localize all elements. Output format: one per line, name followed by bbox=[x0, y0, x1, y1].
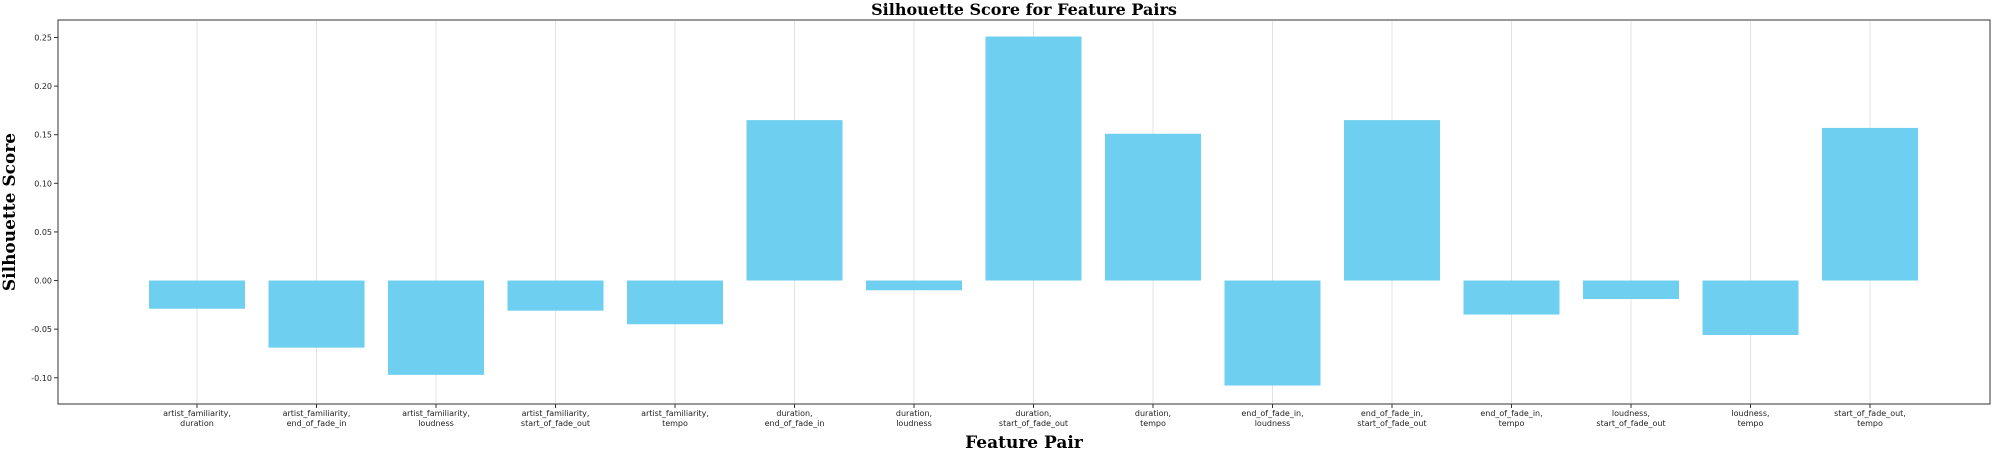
y-axis-ticks: 0.25 0.20 0.15 0.10 0.05 0.00 -0.05 -0.10 bbox=[31, 33, 58, 383]
y-tick-label: 0.25 bbox=[34, 33, 52, 42]
bar bbox=[627, 280, 723, 325]
y-tick-label: -0.05 bbox=[31, 325, 52, 334]
bar bbox=[985, 36, 1082, 281]
bar bbox=[1105, 133, 1201, 281]
x-axis-label: Feature Pair bbox=[965, 433, 1084, 453]
bar bbox=[388, 280, 484, 375]
x-tick-label: artist_familiarity, start_of_fade_out bbox=[521, 409, 590, 428]
bar bbox=[268, 280, 365, 348]
x-tick-label: end_of_fade_in, loudness bbox=[1241, 409, 1303, 428]
bar bbox=[507, 280, 604, 311]
bar bbox=[746, 120, 843, 281]
y-axis-label: Silhouette Score bbox=[0, 133, 20, 291]
bar bbox=[1583, 280, 1679, 300]
bar bbox=[149, 280, 245, 309]
y-tick-label: -0.10 bbox=[31, 374, 52, 383]
x-tick-label: duration, end_of_fade_in bbox=[765, 409, 825, 428]
x-tick-label: loudness, tempo bbox=[1731, 409, 1769, 428]
x-tick-label: artist_familiarity, end_of_fade_in bbox=[283, 409, 351, 428]
y-tick-label: 0.20 bbox=[34, 82, 52, 91]
chart-title: Silhouette Score for Feature Pairs bbox=[871, 0, 1177, 19]
y-tick-label: 0.05 bbox=[34, 228, 52, 237]
x-tick-label: duration, loudness bbox=[896, 409, 932, 428]
x-tick-label: end_of_fade_in, tempo bbox=[1480, 409, 1542, 428]
x-tick-label: artist_familiarity, tempo bbox=[641, 409, 709, 428]
bar bbox=[1463, 280, 1560, 315]
x-tick-label: duration, start_of_fade_out bbox=[999, 409, 1068, 428]
bar bbox=[1822, 127, 1918, 281]
x-tick-label: end_of_fade_in, start_of_fade_out bbox=[1357, 409, 1426, 428]
bar bbox=[866, 280, 962, 291]
bars bbox=[149, 36, 1918, 386]
x-tick-label: duration, tempo bbox=[1135, 409, 1171, 428]
x-tick-label: start_of_fade_out, tempo bbox=[1834, 409, 1906, 428]
x-tick-label: loudness, start_of_fade_out bbox=[1596, 409, 1665, 428]
bar bbox=[1224, 280, 1321, 386]
bar bbox=[1344, 120, 1440, 281]
y-tick-label: 0.00 bbox=[34, 277, 52, 286]
y-tick-label: 0.15 bbox=[34, 131, 52, 140]
x-tick-label: artist_familiarity, loudness bbox=[402, 409, 470, 428]
x-axis-ticks: artist_familiarity, duration artist_famili… bbox=[163, 404, 1906, 428]
x-tick-label: artist_familiarity, duration bbox=[163, 409, 231, 428]
bar bbox=[1702, 280, 1799, 335]
y-tick-label: 0.10 bbox=[34, 179, 52, 188]
